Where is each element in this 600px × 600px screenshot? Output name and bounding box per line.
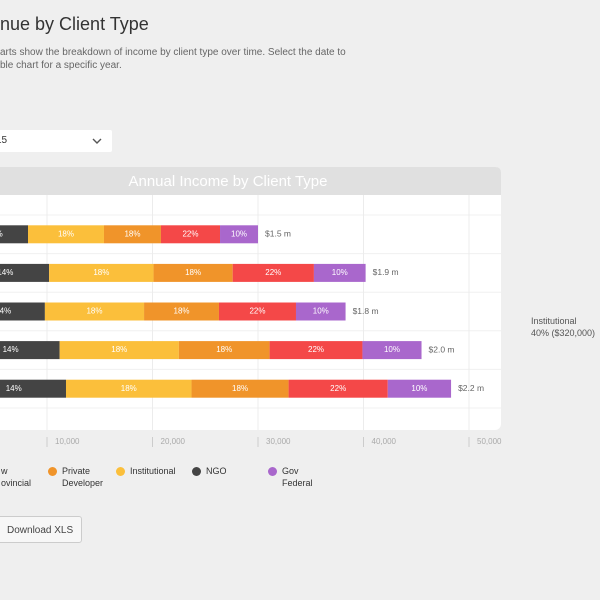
- x-tick-label: 40,000: [372, 437, 397, 446]
- segment-label: 18%: [93, 268, 109, 277]
- bar-segment: [313, 263, 366, 282]
- legend-label[interactable]: NGO: [206, 466, 227, 476]
- bar-segment: [0, 225, 29, 244]
- legend-swatch: [192, 467, 201, 476]
- subtitle: ble chart for a specific year.: [0, 60, 122, 71]
- total-label: $1.5 m: [265, 229, 291, 239]
- bar-segment: [191, 379, 289, 398]
- page-title: nue by Client Type: [0, 14, 149, 34]
- segment-label: 14%: [0, 268, 13, 277]
- x-tick-label: 10,000: [55, 437, 80, 446]
- bar-segment: [49, 263, 154, 282]
- bar-segment: [295, 302, 346, 321]
- segment-label: 14%: [3, 345, 19, 354]
- bar-segment: [0, 379, 66, 398]
- segment-label: 18%: [232, 384, 248, 393]
- bar-segment: [288, 379, 388, 398]
- bar-segment: [218, 302, 296, 321]
- total-label: $2.0 m: [429, 344, 455, 354]
- total-label: $1.8 m: [353, 306, 379, 316]
- chevron: [92, 138, 102, 144]
- bar-segment: [0, 341, 60, 360]
- legend-label[interactable]: Gov Federal: [282, 466, 313, 488]
- segment-label: 22%: [330, 384, 346, 393]
- x-tick-label: 50,000: [477, 437, 502, 446]
- bar-segment: [28, 225, 104, 244]
- legend-label[interactable]: w ovincial: [1, 466, 32, 488]
- segment-label: 10%: [231, 229, 247, 238]
- bar-segment: [232, 263, 314, 282]
- bar-segment: [144, 302, 219, 321]
- segment-label: 10%: [313, 307, 329, 316]
- chart-title: Annual Income by Client Type: [128, 173, 327, 190]
- segment-label: 22%: [182, 229, 198, 238]
- bar-segment: [160, 225, 221, 244]
- segment-label: 18%: [111, 345, 127, 354]
- segment-label: 22%: [308, 345, 324, 354]
- button-label: Download XLS: [7, 525, 74, 536]
- legend-swatch: [48, 467, 57, 476]
- legend-label[interactable]: Private Developer: [62, 466, 104, 488]
- legend-label[interactable]: Institutional: [130, 466, 176, 476]
- segment-label: 18%: [58, 229, 74, 238]
- bar-segment: [269, 341, 363, 360]
- segment-label: 22%: [249, 307, 265, 316]
- segment-label: 14%: [0, 229, 3, 238]
- segment-label: 18%: [86, 307, 102, 316]
- segment-label: 18%: [174, 307, 190, 316]
- annotation: Institutional: [531, 316, 577, 326]
- bar-segment: [59, 341, 179, 360]
- segment-label: 18%: [121, 384, 137, 393]
- annotation: 40% ($320,000): [531, 328, 596, 338]
- segment-label: 18%: [124, 229, 140, 238]
- x-tick-label: 20,000: [161, 437, 186, 446]
- bar-segment: [362, 341, 422, 360]
- segment-label: 10%: [384, 345, 400, 354]
- year-dropdown[interactable]: 15: [0, 130, 112, 152]
- bar-segment: [44, 302, 145, 321]
- chart-header: [0, 167, 501, 195]
- bar-segment: [178, 341, 270, 360]
- segment-label: 22%: [265, 268, 281, 277]
- bar-segment: [103, 225, 161, 244]
- segment-label: 18%: [216, 345, 232, 354]
- total-label: $2.2 m: [458, 383, 484, 393]
- total-label: $1.9 m: [373, 267, 399, 277]
- dropdown-value: 15: [0, 135, 8, 146]
- segment-label: 10%: [332, 268, 348, 277]
- bar-segment: [387, 379, 452, 398]
- download-button[interactable]: Download XLS: [0, 516, 82, 543]
- bar-segment: [0, 263, 50, 282]
- segment-label: 10%: [411, 384, 427, 393]
- subtitle: arts show the breakdown of income by cli…: [0, 47, 346, 58]
- x-tick-label: 30,000: [266, 437, 291, 446]
- legend-swatch: [116, 467, 125, 476]
- bar-segment: [153, 263, 233, 282]
- legend-swatch: [268, 467, 277, 476]
- bar-segment: [220, 225, 258, 244]
- segment-label: 14%: [0, 307, 11, 316]
- bar-segment: [0, 302, 45, 321]
- segment-label: 18%: [185, 268, 201, 277]
- bar-segment: [65, 379, 192, 398]
- segment-label: 14%: [6, 384, 22, 393]
